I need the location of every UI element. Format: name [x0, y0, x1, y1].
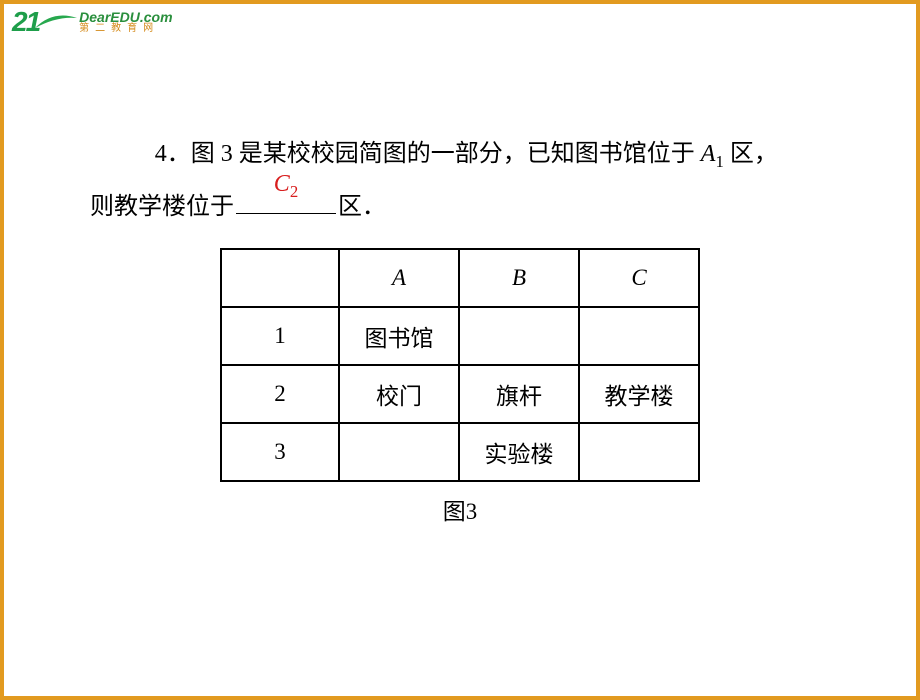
var-a: A: [701, 141, 716, 167]
cell: 教学楼: [579, 365, 699, 423]
table-row: 1 图书馆: [221, 307, 699, 365]
logo: 21 DearEDU.com 第二教育网: [12, 6, 173, 38]
row-label: 3: [221, 423, 339, 481]
answer-blank: C2: [236, 185, 336, 214]
question-line1b: 区，: [724, 141, 778, 167]
table-row: 2 校门 旗杆 教学楼: [221, 365, 699, 423]
cell: 实验楼: [459, 423, 579, 481]
question-text: 4．图 3 是某校校园简图的一部分，已知图书馆位于 A1 区， 则教学楼位于C2…: [90, 128, 830, 234]
cell: [339, 423, 459, 481]
question-line1a: 图 3 是某校校园简图的一部分，已知图书馆位于: [191, 141, 701, 167]
table-row: 3 实验楼: [221, 423, 699, 481]
question-number: 4．: [155, 141, 191, 167]
cell: [579, 423, 699, 481]
table-header-blank: [221, 249, 339, 307]
cell: 旗杆: [459, 365, 579, 423]
row-label: 1: [221, 307, 339, 365]
logo-cn-text: 第二教育网: [79, 24, 172, 34]
logo-en-text: DearEDU.com: [79, 10, 172, 24]
question-content: 4．图 3 是某校校园简图的一部分，已知图书馆位于 A1 区， 则教学楼位于C2…: [90, 128, 830, 526]
row-label: 2: [221, 365, 339, 423]
answer-text: C2: [274, 158, 298, 211]
table-caption: 图3: [443, 492, 478, 526]
var-a-sub: 1: [715, 152, 723, 171]
table-wrap: A B C 1 图书馆 2 校门 旗杆 教学楼 3 实验楼: [90, 248, 830, 526]
cell: [459, 307, 579, 365]
cell: 校门: [339, 365, 459, 423]
table-header-c: C: [579, 249, 699, 307]
cell: [579, 307, 699, 365]
table-header-b: B: [459, 249, 579, 307]
campus-table: A B C 1 图书馆 2 校门 旗杆 教学楼 3 实验楼: [220, 248, 700, 482]
table-header-row: A B C: [221, 249, 699, 307]
logo-swoosh-icon: [41, 12, 81, 32]
cell: 图书馆: [339, 307, 459, 365]
logo-text: DearEDU.com 第二教育网: [79, 10, 172, 34]
table-header-a: A: [339, 249, 459, 307]
question-line2a: 则教学楼位于: [90, 194, 234, 220]
question-line2b: 区．: [338, 194, 386, 220]
